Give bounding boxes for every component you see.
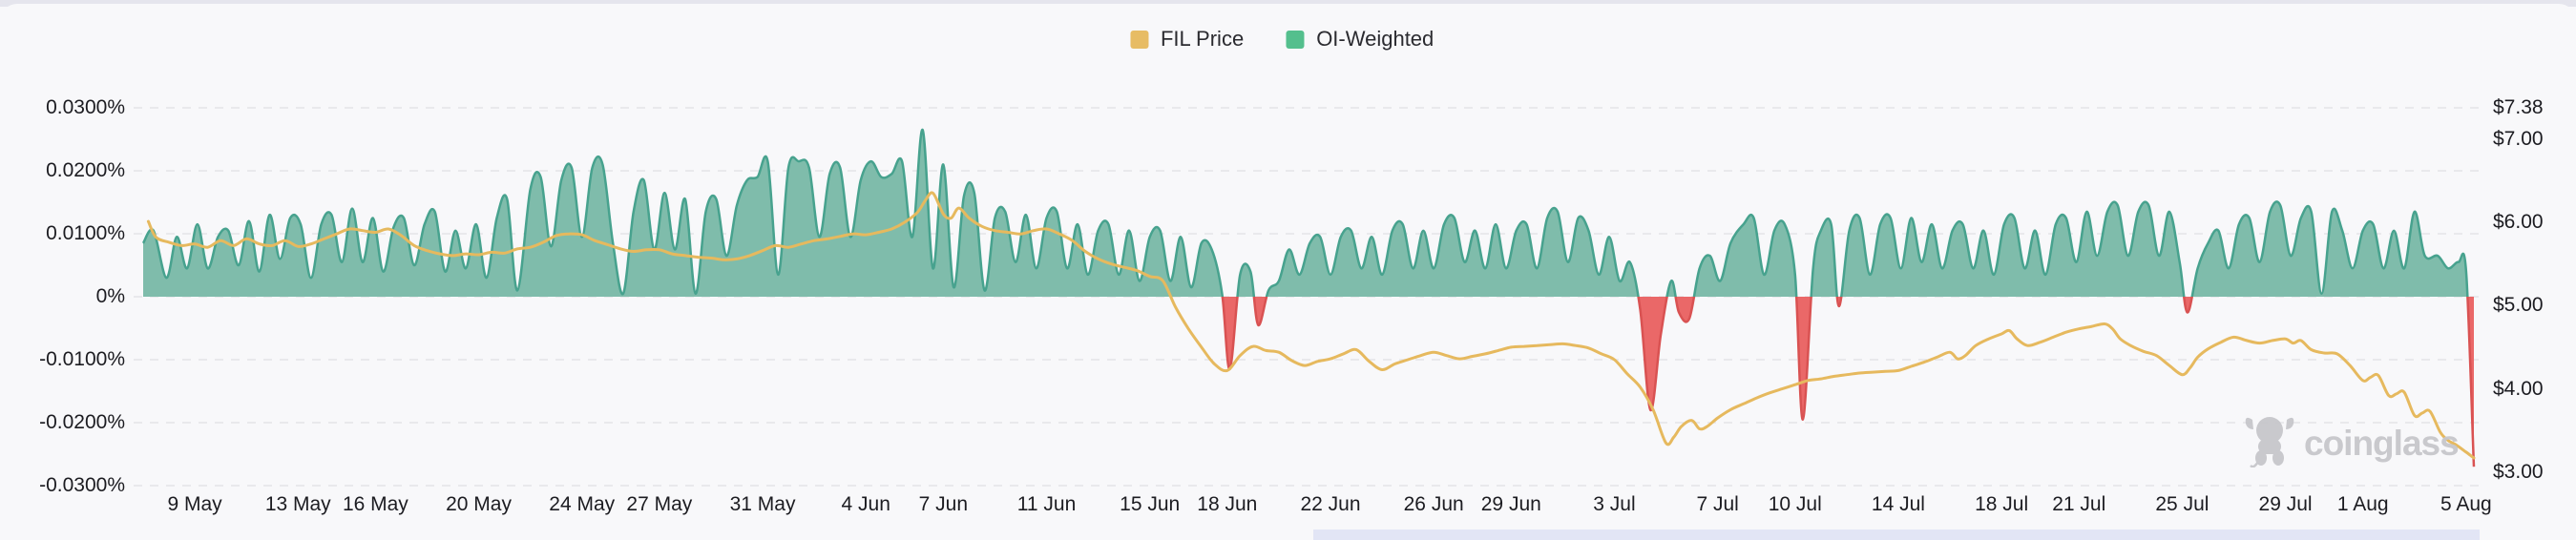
x-axis-tick-label: 18 Jul: [1975, 493, 2029, 515]
legend-label: FIL Price: [1160, 27, 1245, 51]
x-axis-tick-label: 16 May: [342, 493, 408, 515]
x-axis-tick-label: 27 May: [626, 493, 693, 515]
legend-swatch: [1286, 30, 1305, 49]
left-axis-tick-label: 0.0100%: [46, 222, 125, 244]
legend-swatch: [1129, 30, 1148, 49]
x-axis-tick-label: 21 Jul: [2052, 493, 2106, 515]
right-axis-tick-label: $6.00: [2493, 210, 2544, 233]
right-axis-tick-label: $4.00: [2493, 377, 2544, 400]
legend: FIL Price OI-Weighted: [1129, 27, 1434, 51]
oi-weighted-line-negative: [1221, 297, 2476, 467]
watermark-text: coinglass: [2304, 424, 2460, 463]
right-axis-tick-label: $5.00: [2493, 294, 2544, 317]
bottom-scrollbar-thumb[interactable]: [1313, 530, 2480, 540]
oi-weighted-area-positive: [143, 130, 2474, 297]
left-axis-tick-label: -0.0200%: [39, 411, 125, 433]
x-axis-tick-label: 14 Jul: [1871, 493, 1925, 515]
x-axis-tick-label: 25 Jul: [2155, 493, 2209, 515]
x-axis-tick-label: 22 Jun: [1300, 493, 1361, 515]
coinglass-bull-logo-icon: [2245, 414, 2294, 472]
x-axis-tick-label: 7 Jul: [1696, 493, 1739, 515]
x-axis-tick-label: 5 Aug: [2440, 493, 2492, 515]
x-axis-tick-label: 29 Jul: [2258, 493, 2313, 515]
left-axis-tick-label: 0%: [95, 285, 125, 307]
x-axis-tick-label: 10 Jul: [1768, 493, 1822, 515]
x-axis-tick-label: 29 Jun: [1480, 493, 1541, 515]
x-axis-tick-label: 9 May: [167, 493, 222, 515]
x-axis-tick-label: 1 Aug: [2336, 493, 2389, 515]
x-axis-tick-label: 4 Jun: [841, 493, 890, 515]
x-axis-tick-label: 31 May: [729, 493, 796, 515]
oi-weighted-area-negative: [143, 297, 2474, 467]
page-top-strip: [0, 0, 2576, 7]
left-axis-tick-label: -0.0300%: [39, 474, 125, 496]
fil-price-line: [146, 191, 2476, 460]
left-axis-tick-label: -0.0100%: [39, 348, 125, 370]
x-axis-tick-label: 24 May: [549, 493, 616, 515]
left-axis-tick-label: 0.0200%: [46, 159, 125, 181]
right-axis-tick-label: $7.38: [2493, 95, 2544, 118]
left-axis-tick-label: 0.0300%: [46, 96, 125, 118]
oi-weighted-line-positive: [141, 128, 2469, 297]
x-axis-tick-label: 3 Jul: [1593, 493, 1636, 515]
x-axis-tick-label: 13 May: [264, 493, 331, 515]
legend-item-fil-price[interactable]: FIL Price: [1129, 27, 1245, 51]
legend-label: OI-Weighted: [1316, 27, 1435, 51]
x-axis-tick-label: 18 Jun: [1197, 493, 1258, 515]
x-axis-tick-label: 7 Jun: [918, 493, 969, 515]
legend-item-oi-weighted[interactable]: OI-Weighted: [1286, 29, 1434, 50]
watermark: coinglass: [2245, 414, 2460, 472]
right-axis-tick-label: $7.00: [2493, 127, 2544, 150]
x-axis-tick-label: 20 May: [446, 493, 512, 515]
x-axis-tick-label: 11 Jun: [1016, 493, 1077, 515]
right-axis-tick-label: $3.00: [2493, 460, 2544, 483]
x-axis-tick-label: 15 Jun: [1120, 493, 1181, 515]
x-axis-tick-label: 26 Jun: [1403, 493, 1464, 515]
